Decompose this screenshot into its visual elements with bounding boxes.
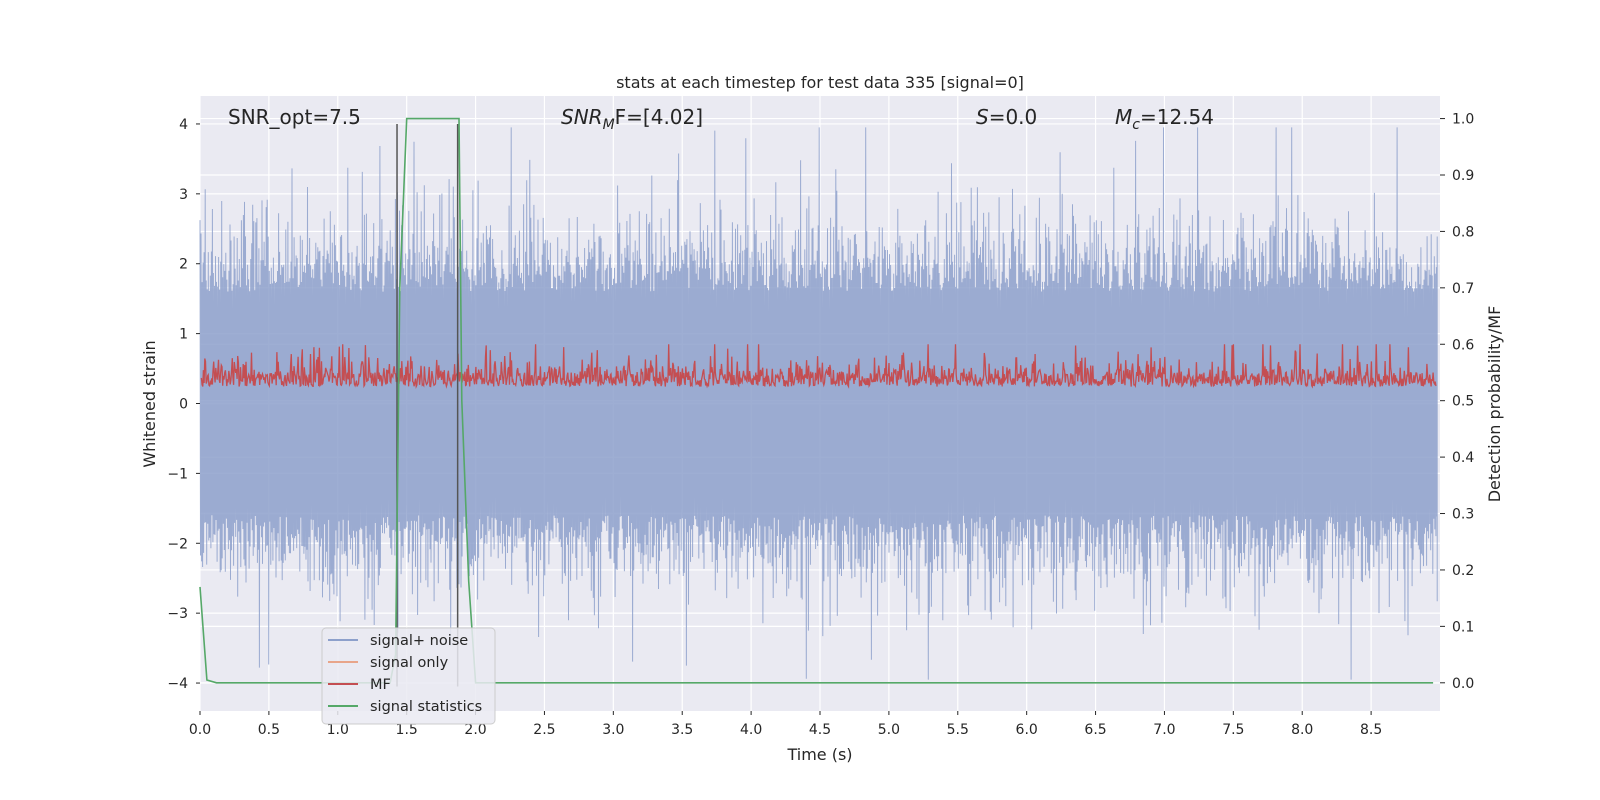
legend-box	[321, 627, 496, 725]
legend-label-signal-only: signal only	[370, 655, 449, 671]
x-tick-label: 8.5	[1360, 722, 1382, 738]
y-tick-label: −3	[167, 606, 188, 622]
x-tick-label: 3.5	[671, 722, 693, 738]
x-tick-label: 0.5	[258, 722, 280, 738]
y-tick-label: −1	[167, 466, 188, 482]
annotation-snr-mf-main: SNR	[561, 105, 603, 129]
y-right-tick-label: 0.3	[1452, 507, 1474, 523]
mf-line	[200, 344, 1437, 389]
annotation-s-rest: =0.0	[989, 105, 1038, 129]
y-tick-label: 4	[179, 117, 188, 133]
series-signal-statistics	[199, 117, 1434, 684]
x-tick-label: 1.5	[396, 722, 418, 738]
series-mf	[200, 344, 1437, 389]
y-right-tick-label: 0.7	[1452, 281, 1474, 297]
x-tick-label: 4.5	[809, 722, 831, 738]
y-right-tick-label: 0.2	[1452, 563, 1474, 579]
y-right-tick-label: 0.0	[1452, 676, 1474, 692]
x-tick-label: 6.0	[1016, 722, 1038, 738]
y-tick-label: 1	[179, 327, 188, 343]
y-right-tick-label: 0.4	[1452, 450, 1474, 466]
x-tick-label: 4.0	[740, 722, 762, 738]
annotation-snr-mf-rest: F=[4.02]	[615, 105, 703, 129]
x-tick-label: 3.0	[602, 722, 624, 738]
x-tick-label: 1.0	[327, 722, 349, 738]
legend-label-mf: MF	[370, 677, 391, 693]
y-right-tick-label: 0.1	[1452, 619, 1474, 635]
x-tick-label: 2.5	[533, 722, 555, 738]
y-tick-label: −4	[167, 676, 188, 692]
y-right-tick-label: 1.0	[1452, 112, 1474, 128]
x-tick-label: 7.5	[1222, 722, 1244, 738]
legend-label-noise: signal+ noise	[370, 633, 468, 649]
annotation-snr-opt: SNR_opt=7.5	[228, 105, 361, 129]
x-tick-label: 2.0	[464, 722, 486, 738]
y-axis-ticks: 4 3 2 1 0 −1 −2 −3 −4	[167, 117, 200, 692]
y-tick-label: −2	[167, 536, 188, 552]
y-tick-label: 2	[179, 257, 188, 273]
annotation-mc-sub: c	[1132, 117, 1140, 133]
x-tick-label: 5.0	[878, 722, 900, 738]
x-tick-label: 8.0	[1291, 722, 1313, 738]
annotation-mc: Mc=12.54	[1115, 105, 1214, 133]
chart-title: stats at each timestep for test data 335…	[616, 73, 1024, 92]
x-tick-label: 7.0	[1153, 722, 1175, 738]
annotation-mc-rest: =12.54	[1140, 105, 1214, 129]
signal-statistics-line	[199, 117, 1434, 684]
legend: signal+ noise signal only MF signal stat…	[321, 627, 496, 725]
y-tick-label: 3	[179, 187, 188, 203]
y-axis-label: Whitened strain	[140, 340, 159, 467]
x-axis-label: Time (s)	[786, 745, 852, 764]
annotation-s: S=0.0	[976, 105, 1037, 129]
annotation-snr-mf: SNRMF=[4.02]	[561, 105, 703, 133]
y-right-tick-label: 0.6	[1452, 337, 1474, 353]
x-tick-label: 6.5	[1084, 722, 1106, 738]
annotation-mc-main: M	[1115, 105, 1132, 129]
y-right-tick-label: 0.8	[1452, 224, 1474, 240]
y-axis-right-label: Detection probability/MF	[1485, 306, 1504, 503]
annotation-s-main: S	[976, 105, 989, 129]
y-axis-right-ticks: 1.0 0.9 0.8 0.7 0.6 0.5 0.4 0.3 0.2 0.1 0.0	[1440, 112, 1474, 692]
y-tick-label: 0	[179, 397, 188, 413]
x-axis-ticks: 0.0 0.5 1.0 1.5 2.0 2.5 3.0 3.5 4.0 4.5 5.0 5.5 6.0 6…	[189, 711, 1382, 738]
noise-line	[199, 127, 1438, 680]
x-tick-label: 0.0	[189, 722, 211, 738]
y-right-tick-label: 0.5	[1452, 394, 1474, 410]
series-signal-noise	[199, 127, 1438, 680]
x-tick-label: 5.5	[947, 722, 969, 738]
annotation-snr-mf-sub: M	[603, 117, 615, 133]
legend-label-stat: signal statistics	[370, 699, 482, 715]
y-right-tick-label: 0.9	[1452, 168, 1474, 184]
